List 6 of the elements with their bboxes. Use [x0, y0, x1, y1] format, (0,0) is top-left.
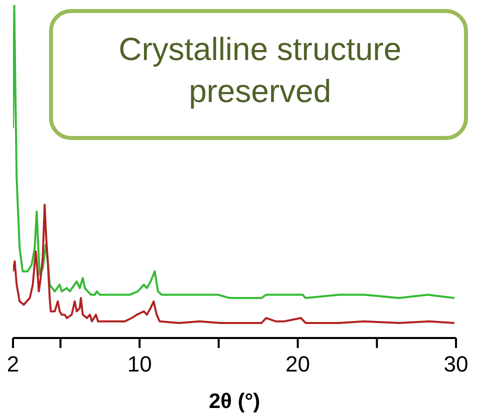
x-axis-title: 2θ (°)	[208, 390, 260, 413]
x-tick-label: 20	[286, 352, 310, 377]
x-tick-label: 30	[444, 352, 468, 377]
annotation: Crystalline structure preserved	[118, 30, 402, 111]
x-tick-label: 10	[127, 352, 152, 377]
x-tick-label: 2	[6, 352, 20, 377]
